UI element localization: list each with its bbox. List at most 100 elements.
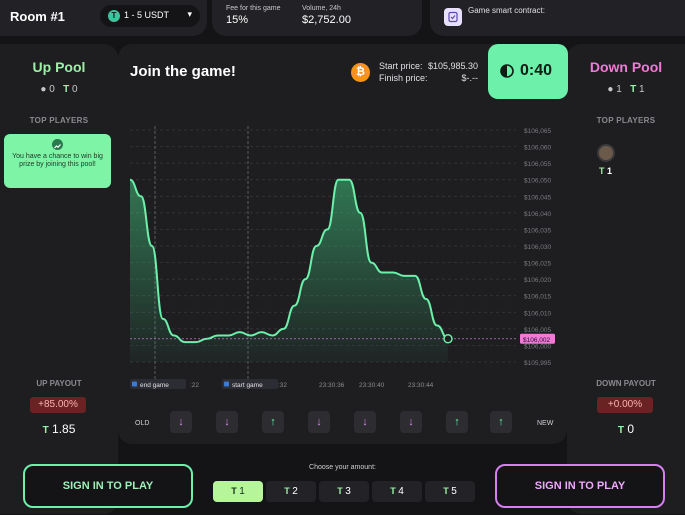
- down-pool-amount: 1: [639, 84, 645, 95]
- timer-value: 0:40: [520, 62, 553, 79]
- start-price-value: $105,985.30: [427, 61, 478, 71]
- y-tick-label: $106,060: [524, 145, 551, 152]
- start-price-label: Start price:: [379, 61, 423, 71]
- current-price-label: $106,002: [523, 337, 550, 344]
- tether-icon: T: [284, 486, 293, 496]
- amount-option-label: 4: [398, 486, 404, 497]
- arrow-down-icon: ↓: [354, 411, 376, 433]
- amount-option-4[interactable]: T 4: [372, 481, 422, 502]
- marker-badge: [130, 379, 186, 389]
- x-tick-label: 23:30:40: [359, 382, 385, 389]
- y-tick-label: $106,045: [524, 194, 551, 201]
- down-payout-badge: +0.00%: [597, 397, 653, 413]
- tether-icon: T: [63, 84, 70, 95]
- y-tick-label: $106,020: [524, 277, 551, 284]
- y-tick-label: $106,005: [524, 327, 551, 334]
- up-pool-counts: ● 0 T 0: [0, 84, 118, 95]
- tether-icon: T: [108, 10, 120, 22]
- amount-option-label: 5: [451, 486, 457, 497]
- x-tick-label: :22: [190, 382, 199, 389]
- up-pool-amount: 0: [72, 84, 78, 95]
- stats-header: Fee for this game 15% Volume, 24h $2,752…: [212, 0, 422, 36]
- room-title: Room #1: [10, 9, 65, 24]
- up-pool-panel: Up Pool ● 0 T 0 TOP PLAYERS You have a c…: [0, 44, 118, 514]
- tether-icon: T: [617, 425, 625, 436]
- current-price-dot: [443, 334, 453, 344]
- arrow-down-icon: ↓: [308, 411, 330, 433]
- join-title: Join the game!: [130, 63, 236, 80]
- amount-option-label: 1: [239, 486, 245, 497]
- down-payout-amount: T 0: [567, 422, 685, 436]
- amount-option-1[interactable]: T 1: [213, 481, 263, 502]
- chance-text: You have a chance to win big prize by jo…: [12, 153, 103, 168]
- marker-flag-icon: [224, 381, 229, 387]
- x-tick-label: 23:30:36: [319, 382, 345, 389]
- y-tick-label: $106,035: [524, 227, 551, 234]
- player-amount: T 1: [599, 166, 612, 176]
- arrow-up-icon: ↑: [262, 411, 284, 433]
- up-pool-title: Up Pool: [32, 59, 86, 75]
- tether-icon: T: [443, 486, 452, 496]
- x-tick-label: :32: [278, 382, 287, 389]
- tether-icon: T: [231, 486, 240, 496]
- down-pool-players: 1: [616, 84, 622, 95]
- tether-icon: T: [599, 166, 605, 176]
- arrow-down-icon: ↓: [170, 411, 192, 433]
- sign-in-up-button[interactable]: SIGN IN TO PLAY: [23, 464, 193, 508]
- tether-icon: T: [390, 486, 399, 496]
- countdown-timer: 0:40: [488, 44, 568, 99]
- finish-price-value: $-.--: [461, 73, 479, 83]
- contract-icon: [444, 8, 462, 26]
- y-tick-label: $106,000: [524, 343, 551, 350]
- price-line: [129, 178, 449, 344]
- y-tick-label: $106,010: [524, 310, 551, 317]
- up-pool-players: 0: [49, 84, 55, 95]
- down-pool-title: Down Pool: [589, 59, 663, 75]
- trend-up-icon: [52, 139, 63, 150]
- amount-option-5[interactable]: T 5: [425, 481, 475, 502]
- volume-label: Volume, 24h: [302, 5, 341, 12]
- y-tick-label: $106,065: [524, 128, 551, 135]
- sign-in-down-button[interactable]: SIGN IN TO PLAY: [495, 464, 665, 508]
- contract-label: Game smart contract:: [468, 6, 545, 15]
- chance-box: You have a chance to win big prize by jo…: [4, 134, 111, 188]
- amount-option-3[interactable]: T 3: [319, 481, 369, 502]
- old-label: OLD: [135, 420, 150, 427]
- y-tick-label: $106,030: [524, 244, 551, 251]
- marker-flag-icon: [132, 381, 137, 387]
- price-chart: $106,065 $106,060 $106,055 $106,050 $106,045…: [129, 126, 555, 389]
- clock-icon: [500, 64, 514, 78]
- y-tick-label: $105,995: [524, 360, 551, 367]
- marker-label: end game: [140, 382, 169, 389]
- avatar[interactable]: [597, 144, 615, 162]
- arrow-up-icon: ↑: [490, 411, 512, 433]
- y-tick-label: $106,025: [524, 261, 551, 268]
- arrow-up-icon: ↑: [446, 411, 468, 433]
- amount-option-label: 3: [345, 486, 351, 497]
- contract-header[interactable]: Game smart contract:: [430, 0, 685, 36]
- up-payout-value: 1.85: [52, 422, 76, 436]
- up-payout-badge: +85.00%: [30, 397, 86, 413]
- chevron-down-icon: ▾: [187, 9, 192, 19]
- amount-option-2[interactable]: T 2: [266, 481, 316, 502]
- down-pool-panel: Down Pool ● 1 T 1 TOP PLAYERS T 1 DOWN P…: [567, 44, 685, 514]
- user-icon: ●: [40, 84, 47, 95]
- up-top-players-label: TOP PLAYERS: [29, 116, 89, 125]
- y-tick-label: $106,015: [524, 294, 551, 301]
- bitcoin-icon: ₿: [351, 63, 370, 82]
- user-icon: ●: [607, 84, 614, 95]
- down-payout-label: DOWN PAYOUT: [596, 379, 656, 388]
- player-amount-value: 1: [607, 166, 613, 176]
- marker-badge: [222, 379, 278, 389]
- arrow-down-icon: ↓: [216, 411, 238, 433]
- marker-label: start game: [232, 382, 263, 389]
- tether-icon: T: [42, 425, 49, 436]
- x-tick-label: 23:30:44: [408, 382, 434, 389]
- y-tick-label: $106,055: [524, 161, 551, 168]
- range-select[interactable]: T 1 - 5 USDT ▾: [100, 5, 200, 27]
- choose-amount-label: Choose your amount:: [309, 464, 376, 471]
- up-payout-amount: T 1.85: [0, 422, 118, 436]
- room-header: Room #1 T 1 - 5 USDT ▾: [0, 0, 207, 36]
- fee-label: Fee for this game: [226, 5, 281, 12]
- up-payout-label: UP PAYOUT: [36, 379, 82, 388]
